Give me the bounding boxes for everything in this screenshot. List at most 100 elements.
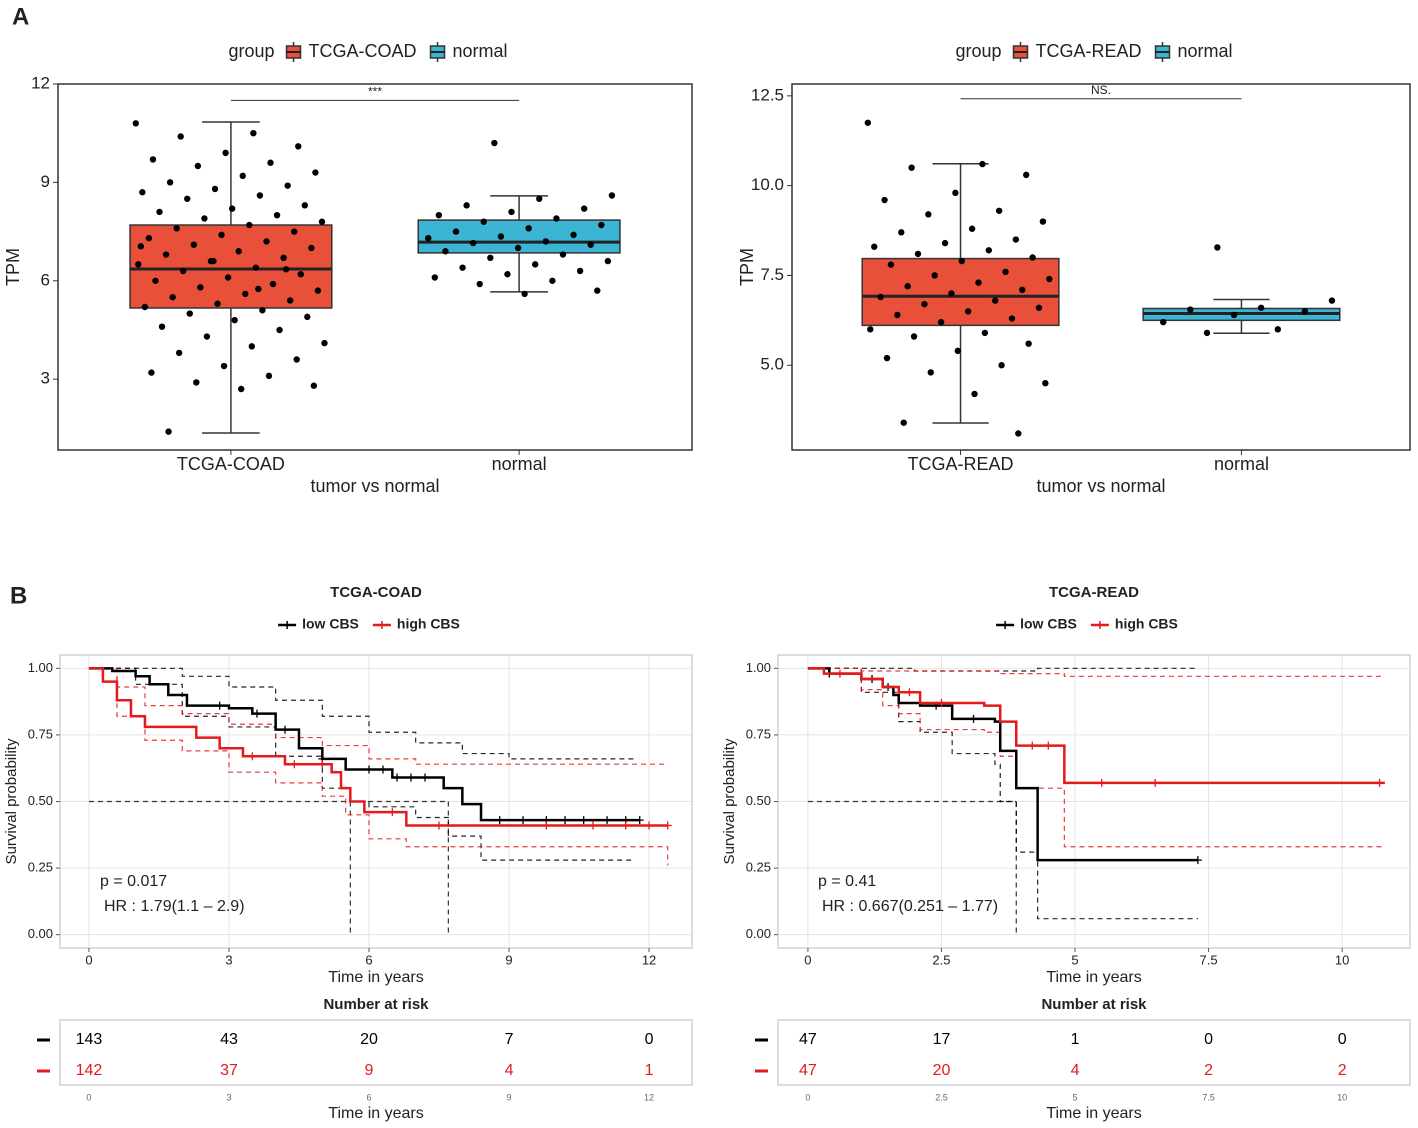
y-axis-title: TPM bbox=[3, 248, 23, 286]
data-point bbox=[864, 119, 872, 126]
data-point bbox=[1257, 304, 1265, 311]
data-point bbox=[169, 293, 176, 301]
censor-mark bbox=[969, 714, 978, 723]
data-point bbox=[954, 347, 962, 355]
censor-mark bbox=[280, 725, 289, 734]
data-point bbox=[1042, 379, 1049, 387]
data-point bbox=[193, 379, 200, 386]
data-point bbox=[152, 277, 159, 284]
data-point bbox=[218, 231, 225, 239]
data-point bbox=[979, 160, 986, 168]
significance-label: *** bbox=[368, 85, 382, 99]
censor-mark bbox=[589, 821, 598, 830]
risk-x-tick-label: 10 bbox=[1337, 1092, 1347, 1102]
data-point bbox=[201, 215, 208, 222]
data-point bbox=[145, 234, 153, 242]
data-point bbox=[431, 274, 439, 281]
data-point bbox=[175, 349, 183, 357]
risk-table-title: Number at risk bbox=[1041, 996, 1147, 1013]
chart-title: TCGA-COAD bbox=[330, 584, 422, 601]
data-point bbox=[941, 239, 949, 247]
legend-label: normal bbox=[1178, 41, 1233, 61]
risk-count: 0 bbox=[645, 1031, 654, 1048]
x-tick-label: 12 bbox=[642, 952, 656, 967]
data-point bbox=[220, 362, 228, 370]
data-point bbox=[214, 300, 221, 307]
data-point bbox=[598, 221, 605, 229]
risk-count: 143 bbox=[76, 1031, 103, 1048]
x-tick-label: TCGA-COAD bbox=[177, 454, 285, 474]
risk-count: 43 bbox=[220, 1031, 238, 1048]
data-point bbox=[180, 267, 187, 275]
data-point bbox=[491, 139, 498, 147]
risk-count: 4 bbox=[505, 1062, 514, 1079]
y-tick-label: 0.50 bbox=[28, 793, 53, 808]
data-point bbox=[576, 267, 584, 275]
data-point bbox=[190, 241, 198, 248]
data-point bbox=[1019, 286, 1026, 294]
data-point bbox=[321, 339, 328, 347]
y-tick-label: 5.0 bbox=[760, 355, 784, 374]
legend-label: high CBS bbox=[397, 616, 460, 632]
risk-count: 1 bbox=[1071, 1031, 1080, 1048]
y-tick-label: 0.75 bbox=[746, 726, 771, 741]
annotation: HR : 0.667(0.251 – 1.77) bbox=[822, 898, 998, 915]
data-point bbox=[580, 205, 588, 212]
x-axis-title: Time in years bbox=[1046, 969, 1141, 986]
x-tick-label: TCGA-READ bbox=[908, 454, 1014, 474]
confidence-band bbox=[88, 667, 668, 765]
data-point bbox=[553, 215, 560, 222]
y-tick-label: 6 bbox=[41, 270, 50, 289]
censor-mark bbox=[621, 821, 630, 830]
data-point bbox=[267, 159, 274, 166]
data-point bbox=[487, 254, 494, 262]
censor-mark bbox=[542, 821, 551, 830]
censor-mark bbox=[388, 808, 397, 817]
data-point bbox=[197, 284, 204, 291]
data-point bbox=[883, 354, 891, 362]
data-point bbox=[1203, 329, 1211, 337]
data-point bbox=[276, 326, 283, 334]
data-point bbox=[282, 266, 290, 273]
data-point bbox=[948, 290, 955, 297]
data-point bbox=[1002, 268, 1009, 276]
data-point bbox=[186, 310, 193, 317]
x-tick-label: 0 bbox=[85, 952, 92, 967]
censor-mark bbox=[1375, 778, 1384, 787]
risk-x-tick-label: 12 bbox=[644, 1092, 654, 1102]
y-tick-label: 0.25 bbox=[28, 860, 53, 875]
censor-mark bbox=[318, 760, 327, 769]
y-tick-label: 12 bbox=[31, 73, 50, 92]
risk-count: 7 bbox=[505, 1031, 514, 1048]
data-point bbox=[887, 261, 895, 268]
data-point bbox=[1160, 318, 1167, 326]
data-point bbox=[435, 211, 443, 219]
risk-count: 47 bbox=[799, 1062, 817, 1079]
x-tick-label: 0 bbox=[804, 952, 811, 967]
data-point bbox=[166, 179, 174, 186]
data-point bbox=[173, 225, 180, 232]
y-tick-label: 9 bbox=[41, 172, 50, 191]
data-point bbox=[301, 202, 309, 209]
data-point bbox=[914, 250, 922, 258]
censor-mark bbox=[1028, 741, 1037, 750]
censor-mark bbox=[252, 709, 261, 718]
censor-mark bbox=[248, 752, 257, 761]
data-point bbox=[297, 271, 304, 278]
data-point bbox=[536, 195, 543, 202]
censor-mark bbox=[1151, 778, 1160, 787]
x-tick-label: 6 bbox=[365, 952, 372, 967]
data-point bbox=[291, 228, 298, 235]
legend-label: high CBS bbox=[1115, 616, 1178, 632]
legend-label: TCGA-COAD bbox=[309, 41, 417, 61]
data-point bbox=[594, 287, 601, 294]
data-point bbox=[314, 287, 322, 294]
censor-mark bbox=[1097, 778, 1106, 787]
risk-x-tick-label: 6 bbox=[366, 1092, 371, 1102]
y-tick-label: 1.00 bbox=[746, 660, 771, 675]
x-tick-label: 10 bbox=[1335, 952, 1349, 967]
y-tick-label: 0.50 bbox=[746, 793, 771, 808]
data-point bbox=[608, 192, 616, 199]
data-point bbox=[158, 323, 166, 330]
censor-mark bbox=[1044, 741, 1053, 750]
